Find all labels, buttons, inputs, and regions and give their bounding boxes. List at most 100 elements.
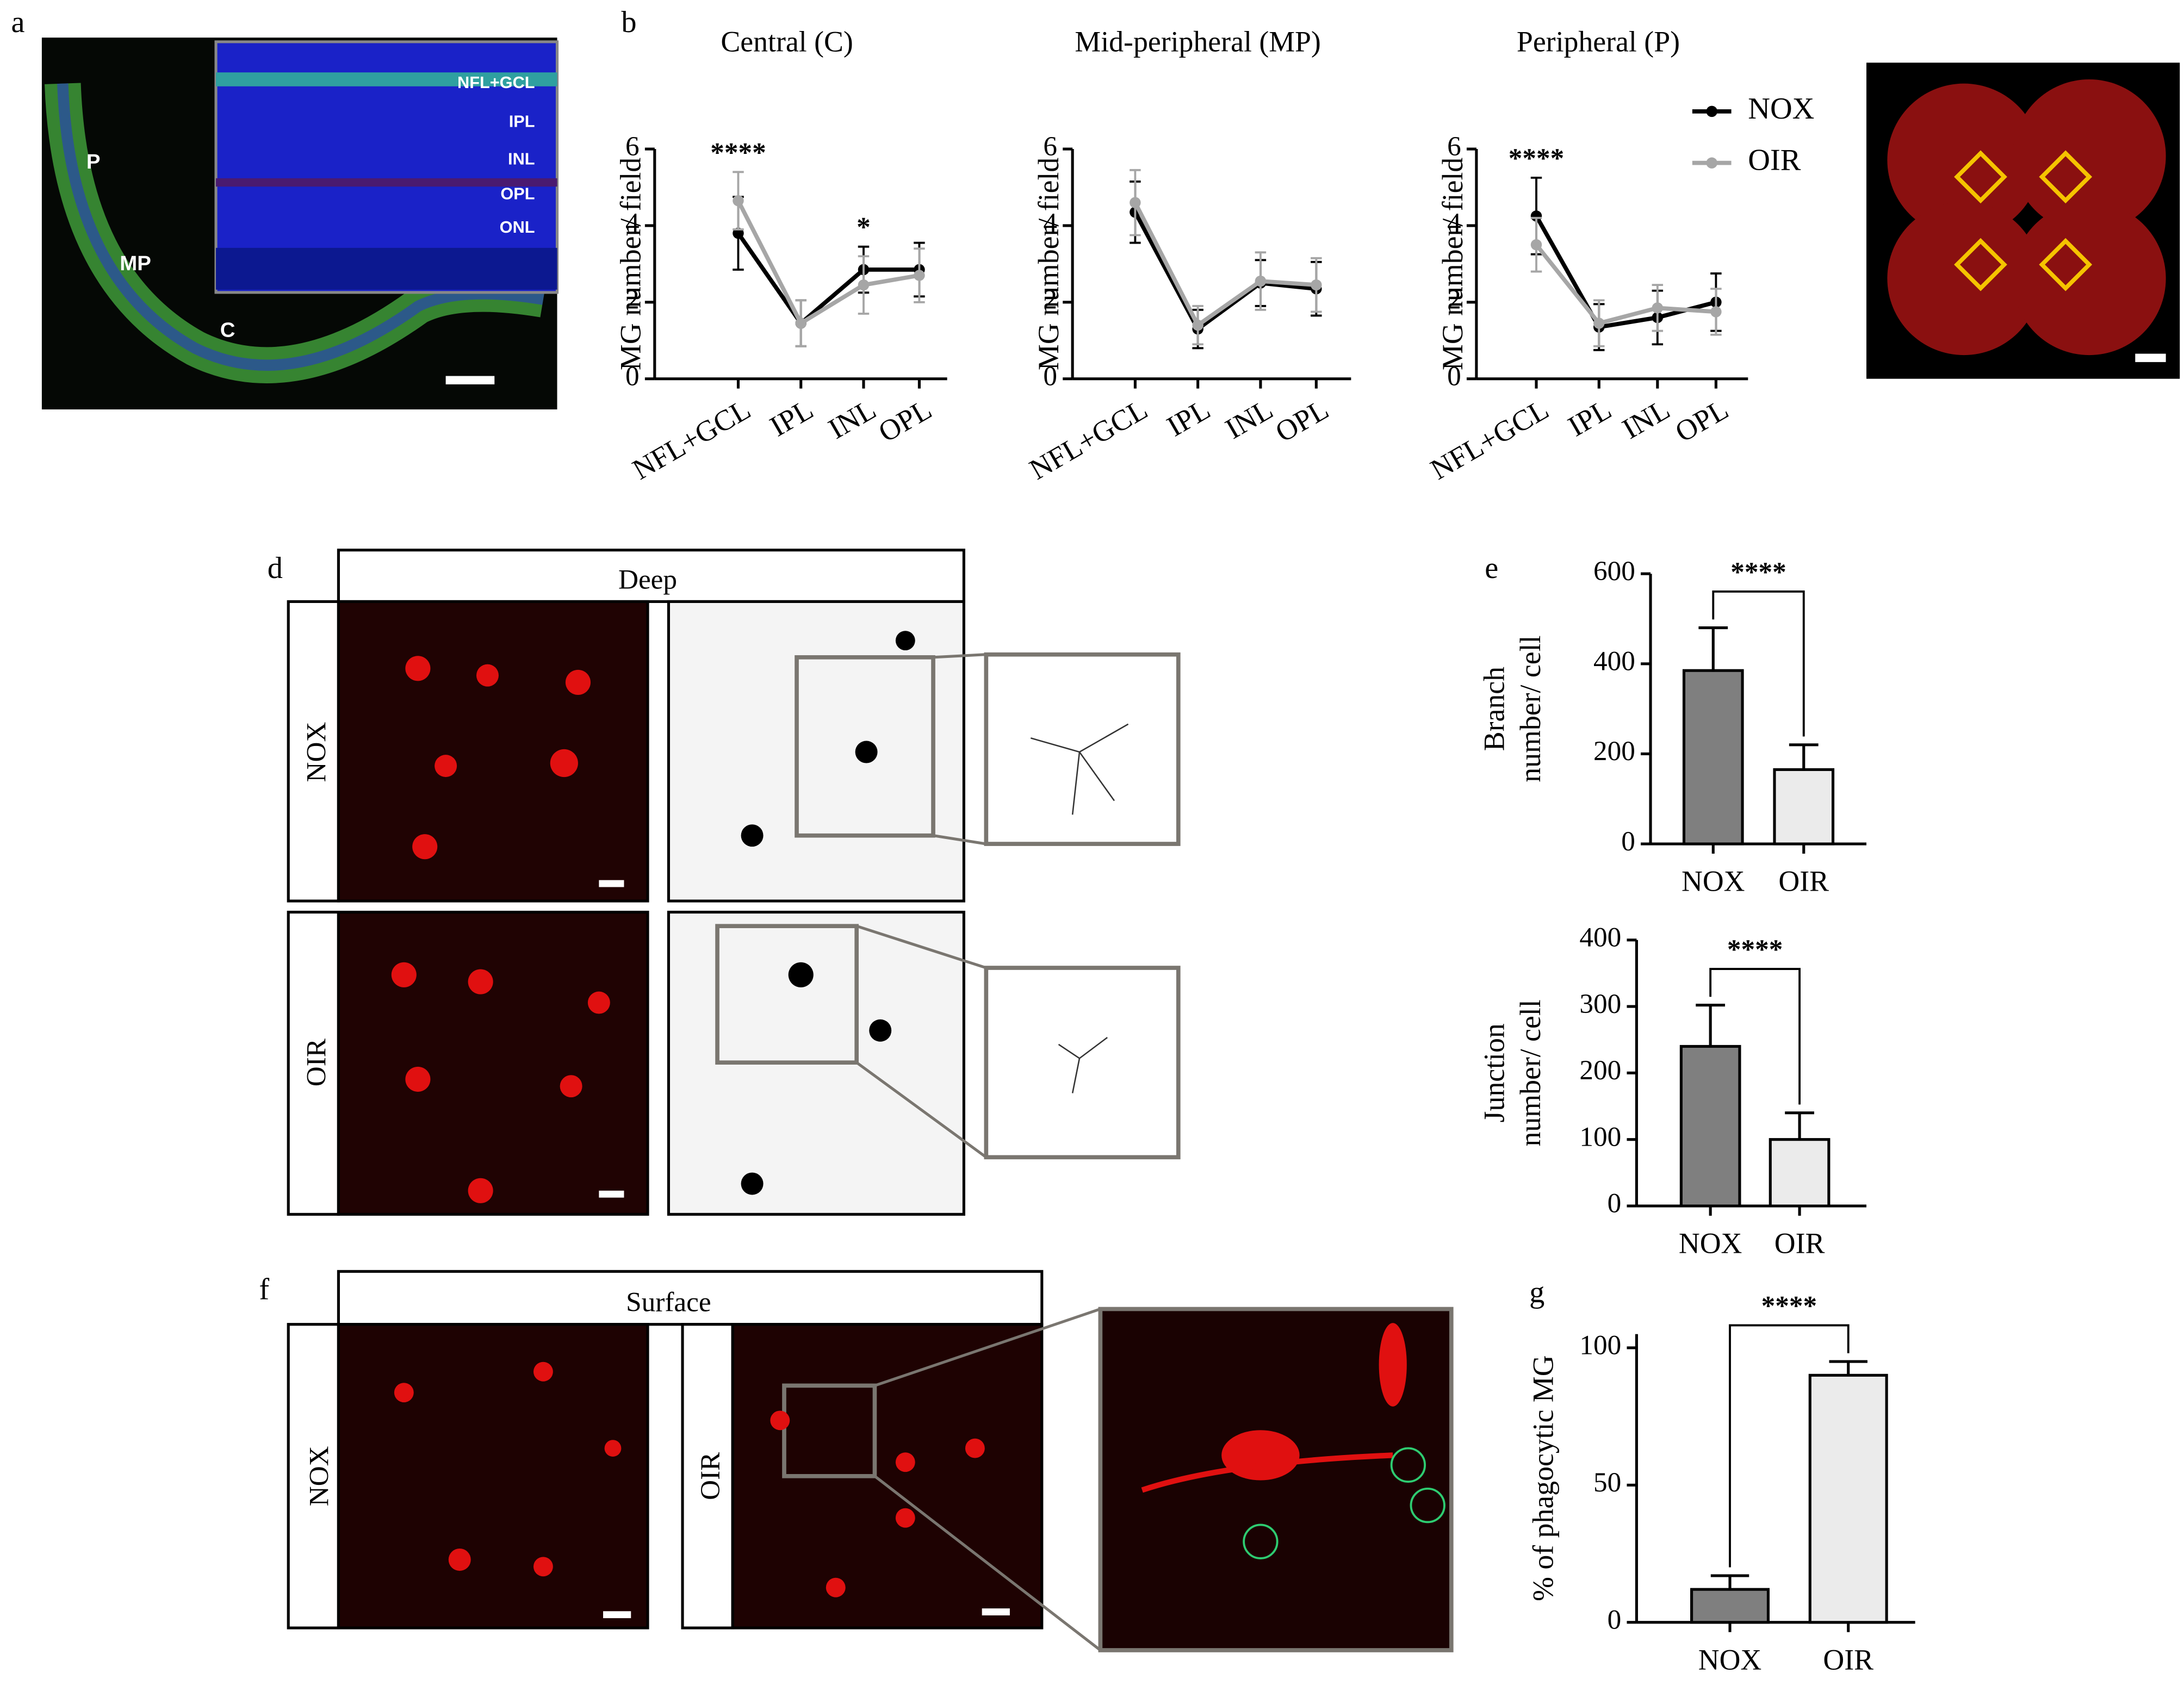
point (1710, 306, 1722, 318)
y-tick-label: 200 (1593, 736, 1635, 767)
y-tick-label: 0 (1621, 826, 1635, 857)
y-tick-label: 4 (625, 208, 640, 239)
x-tick-label: INL (823, 393, 882, 445)
series-line (1133, 211, 1317, 332)
x-tick-label: NFL+GCL (627, 393, 756, 486)
y-tick-label: 0 (1447, 360, 1461, 391)
y-tick-label: 100 (1579, 1121, 1621, 1152)
layer-label: OPL (500, 184, 535, 203)
row-label: OIR (695, 1452, 726, 1500)
significance: **** (1730, 557, 1786, 588)
y-tick-label: 0 (625, 360, 640, 391)
panel-letter: a (11, 5, 25, 39)
point (914, 270, 925, 281)
legend-marker (1706, 157, 1717, 169)
significance: **** (1727, 934, 1783, 965)
series-line (1535, 243, 1716, 326)
x-tick-label: IPL (1562, 393, 1617, 443)
x-tick-label: NOX (1679, 1227, 1742, 1260)
point (1192, 319, 1203, 331)
legend-label: NOX (1748, 92, 1814, 126)
row-label: NOX (301, 722, 332, 782)
y-tick-label: 6 (1447, 131, 1461, 162)
y-axis-label: number/ cell (1514, 999, 1547, 1146)
x-tick-label: OPL (1670, 393, 1734, 449)
flatmount-image (1866, 63, 2180, 379)
y-tick-label: 0 (1608, 1604, 1622, 1635)
y-axis-label: Branch (1478, 667, 1511, 751)
layer-label: ONL (500, 217, 535, 237)
region-label: MP (120, 252, 151, 275)
y-tick-label: 6 (625, 131, 640, 162)
y-tick-label: 2 (1043, 284, 1057, 315)
bar (1773, 768, 1835, 846)
x-tick-label: INL (1617, 393, 1676, 445)
legend-label: OIR (1748, 144, 1801, 177)
series-line (736, 232, 920, 327)
y-axis-label: MG number/ field (1032, 158, 1065, 370)
x-tick-label: OIR (1823, 1643, 1873, 1676)
deep-images (287, 549, 1181, 1216)
x-tick-label: INL (1220, 393, 1279, 445)
chart-title: Central (C) (721, 25, 853, 58)
y-tick-label: 4 (1447, 208, 1461, 239)
x-tick-label: IPL (1161, 393, 1215, 443)
layer-label: NFL+GCL (457, 73, 535, 92)
point (1311, 279, 1322, 291)
layer-label: INL (508, 150, 535, 169)
bar (1679, 1045, 1741, 1208)
x-tick-label: NFL+GCL (1024, 393, 1153, 486)
series-line (1133, 201, 1317, 328)
y-tick-label: 100 (1579, 1330, 1621, 1361)
row-label: OIR (301, 1038, 332, 1086)
legend-marker (1706, 105, 1717, 117)
y-tick-label: 600 (1593, 556, 1635, 587)
x-tick-label: OPL (873, 393, 937, 449)
retina-section-image (41, 38, 559, 409)
bar (1808, 1373, 1888, 1624)
significance: **** (710, 137, 766, 168)
y-tick-label: 300 (1579, 989, 1621, 1019)
y-axis-label: MG number/ field (615, 158, 647, 370)
region-label: C (220, 319, 235, 342)
bar (1769, 1138, 1831, 1208)
point (1652, 302, 1664, 314)
y-tick-label: 2 (625, 284, 640, 315)
significance: **** (1761, 1290, 1817, 1321)
y-tick-label: 4 (1043, 208, 1057, 239)
significance-bracket (1709, 968, 1801, 1105)
point (1593, 318, 1605, 329)
point (795, 318, 806, 329)
x-tick-label: OIR (1778, 865, 1829, 898)
x-tick-label: OPL (1270, 393, 1334, 449)
panel-letter: b (621, 5, 636, 39)
surface-images (287, 1270, 1454, 1652)
x-tick-label: OIR (1774, 1227, 1825, 1260)
panel-letter: g (1529, 1276, 1544, 1309)
panel-header: Surface (626, 1287, 711, 1318)
y-tick-label: 50 (1593, 1467, 1621, 1498)
point (1530, 239, 1542, 251)
significance: **** (1509, 143, 1564, 174)
x-tick-label: IPL (765, 393, 819, 443)
layer-label: IPL (509, 112, 535, 131)
y-axis-label: Junction (1478, 1023, 1511, 1122)
region-label: P (86, 150, 101, 173)
y-tick-label: 200 (1579, 1055, 1621, 1086)
bar (1682, 669, 1744, 846)
y-tick-label: 0 (1608, 1188, 1622, 1219)
panel-header: Deep (618, 564, 677, 595)
y-axis-label: MG number/ field (1436, 158, 1469, 370)
point (1130, 197, 1141, 208)
y-tick-label: 2 (1447, 284, 1461, 315)
panel-letter: f (259, 1273, 269, 1307)
significance-bracket (1729, 1324, 1850, 1568)
y-tick-label: 400 (1579, 922, 1621, 953)
point (733, 195, 744, 207)
y-tick-label: 400 (1593, 646, 1635, 677)
x-tick-label: NOX (1698, 1643, 1761, 1676)
significance: * (857, 212, 871, 243)
point (1255, 275, 1267, 287)
